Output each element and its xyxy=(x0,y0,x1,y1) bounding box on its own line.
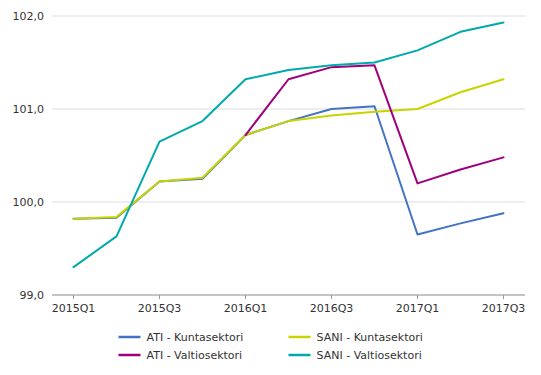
grid-line xyxy=(52,295,525,296)
legend-label: ATI - Kuntasektori xyxy=(147,331,244,344)
y-tick-label: 102,0 xyxy=(13,10,45,23)
legend-swatch xyxy=(119,336,141,339)
series-line xyxy=(74,79,504,219)
legend-swatch xyxy=(119,354,141,357)
x-tick-label: 2015Q1 xyxy=(52,302,96,315)
y-tick-label: 100,0 xyxy=(13,196,45,209)
x-tick-label: 2015Q3 xyxy=(138,302,182,315)
legend-swatch xyxy=(289,354,311,357)
x-axis-line xyxy=(52,295,525,296)
grid-line xyxy=(52,109,525,110)
legend-swatch xyxy=(289,336,311,339)
x-tick-label: 2016Q1 xyxy=(224,302,268,315)
x-axis: 2015Q1 2015Q3 2016Q1 2016Q3 2017Q1 2017Q3 xyxy=(52,295,526,315)
legend-item: SANI - Kuntasektori xyxy=(289,331,423,344)
legend: ATI - Kuntasektori SANI - Kuntasektori ATI… xyxy=(119,331,423,362)
x-tick xyxy=(159,295,160,299)
x-tick-label: 2017Q3 xyxy=(482,302,526,315)
x-tick xyxy=(503,295,504,299)
series-line xyxy=(74,23,504,268)
x-tick xyxy=(245,295,246,299)
grid-line xyxy=(52,202,525,203)
x-tick-label: 2017Q1 xyxy=(396,302,440,315)
y-tick-label: 99,0 xyxy=(20,289,45,302)
legend-label: SANI - Valtiosektori xyxy=(317,349,422,362)
x-tick xyxy=(331,295,332,299)
x-tick xyxy=(73,295,74,299)
series-line xyxy=(74,106,504,234)
legend-label: ATI - Valtiosektori xyxy=(147,349,243,362)
x-tick xyxy=(417,295,418,299)
lines xyxy=(74,23,504,268)
grid-line xyxy=(52,16,525,17)
chart: 99,0100,0101,0102,02015Q12015Q32016Q1201… xyxy=(0,0,541,375)
x-tick-label: 2016Q3 xyxy=(310,302,354,315)
legend-item: SANI - Valtiosektori xyxy=(289,349,422,362)
y-tick-label: 101,0 xyxy=(13,103,45,116)
legend-item: ATI - Kuntasektori xyxy=(119,331,244,344)
legend-label: SANI - Kuntasektori xyxy=(317,331,423,344)
y-axis: 99,0 100,0 101,0 102,0 xyxy=(13,10,526,302)
series-line xyxy=(246,65,504,183)
legend-item: ATI - Valtiosektori xyxy=(119,349,243,362)
